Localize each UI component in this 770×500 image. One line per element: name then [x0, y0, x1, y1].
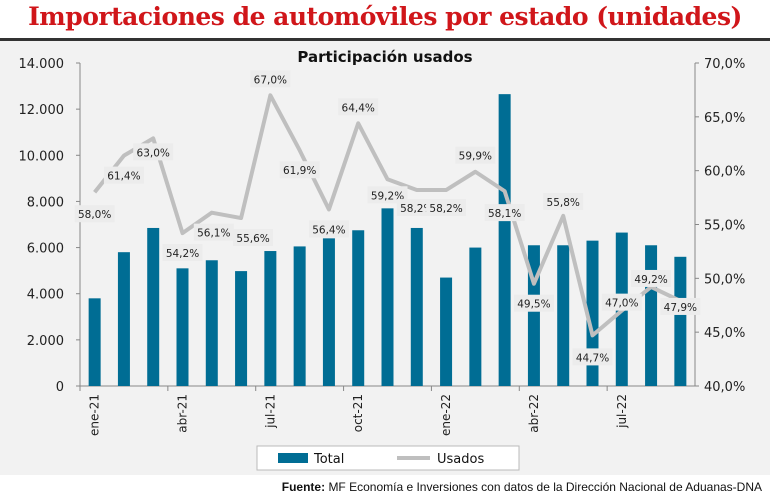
data-label: 58,2%: [400, 203, 433, 215]
source-text: MF Economía e Inversiones con datos de l…: [328, 480, 762, 494]
bar-total: [147, 227, 160, 386]
data-label-bg: [484, 204, 525, 222]
left-tick-label: 12.000: [19, 103, 65, 118]
data-label-bg: [572, 348, 613, 366]
data-label: 56,1%: [197, 228, 230, 240]
data-label-bg: [250, 70, 291, 88]
data-label: 58,0%: [78, 209, 111, 221]
bar-total: [264, 251, 277, 386]
data-label-bg: [279, 161, 320, 179]
data-label: 67,0%: [254, 74, 287, 86]
data-label: 64,4%: [342, 102, 375, 114]
x-tick-label: oct-21: [351, 394, 365, 432]
bar-total: [176, 268, 189, 386]
right-tick-label: 65,0%: [704, 111, 745, 126]
data-label: 47,9%: [664, 302, 697, 314]
data-label-bg: [631, 269, 672, 287]
data-label: 61,9%: [283, 165, 316, 177]
data-label: 55,8%: [547, 197, 580, 209]
data-label-bg: [513, 294, 554, 312]
x-tick-label: ene-22: [439, 394, 453, 436]
x-tick-label: abr-21: [176, 394, 190, 433]
bar-total: [498, 94, 511, 387]
left-tick-label: 14.000: [19, 57, 65, 72]
data-label-bg: [74, 205, 115, 223]
data-label-bg: [233, 229, 274, 247]
source-note: Fuente: MF Economía e Inversiones con da…: [282, 480, 762, 494]
right-tick-label: 50,0%: [704, 272, 745, 287]
bar-total: [557, 245, 570, 386]
data-label-bg: [455, 146, 496, 164]
data-label-bg: [543, 192, 584, 210]
data-label: 54,2%: [166, 248, 199, 260]
legend-swatch-total: [278, 453, 308, 463]
data-label: 56,4%: [312, 224, 345, 236]
left-tick-label: 8.000: [27, 195, 64, 210]
x-tick-label: ene-21: [88, 394, 102, 436]
chart-title: Participación usados: [297, 48, 472, 66]
data-label-bg: [426, 199, 467, 217]
data-label: 44,7%: [576, 352, 609, 364]
left-tick-label: 10.000: [19, 149, 65, 164]
left-tick-label: 0: [56, 380, 64, 395]
title-rule: [0, 38, 770, 41]
bar-total: [293, 246, 306, 386]
data-label: 59,9%: [459, 151, 492, 163]
x-tick-label: abr-22: [527, 394, 541, 433]
data-label: 58,2%: [429, 203, 462, 215]
right-tick-label: 45,0%: [704, 326, 745, 341]
right-tick-label: 70,0%: [704, 57, 745, 72]
source-label: Fuente:: [281, 480, 326, 494]
data-label-bg: [308, 220, 349, 238]
bar-total: [440, 277, 453, 386]
x-tick-label: jul-22: [615, 394, 629, 429]
x-tick-label: jul-21: [263, 394, 277, 429]
bar-total: [235, 271, 248, 386]
data-label-bg: [338, 98, 379, 116]
bar-total: [322, 238, 335, 386]
left-tick-label: 4.000: [27, 288, 64, 303]
data-label: 58,1%: [488, 208, 521, 220]
right-tick-label: 40,0%: [704, 380, 745, 395]
data-label-bg: [103, 166, 144, 184]
data-label-bg: [660, 297, 701, 315]
data-label-bg: [162, 244, 203, 262]
bar-total: [645, 245, 658, 386]
bar-total: [88, 298, 101, 386]
data-label-bg: [193, 223, 234, 241]
right-tick-label: 60,0%: [704, 165, 745, 180]
bar-total: [117, 252, 130, 386]
data-label: 47,0%: [605, 298, 638, 310]
bar-total: [205, 260, 218, 386]
data-label-bg: [367, 186, 408, 204]
data-label: 59,2%: [371, 190, 404, 202]
bar-total: [381, 208, 394, 386]
bar-total: [410, 227, 423, 386]
legend-label-usados: Usados: [437, 452, 484, 467]
left-tick-label: 6.000: [27, 242, 64, 257]
data-label-bg: [133, 143, 174, 161]
left-tick-label: 2.000: [27, 334, 64, 349]
data-label: 49,5%: [517, 299, 550, 311]
bar-total: [469, 247, 482, 386]
page-title: Importaciones de automóviles por estado …: [28, 2, 742, 31]
data-label-bg: [601, 293, 642, 311]
right-tick-label: 55,0%: [704, 219, 745, 234]
data-label: 49,2%: [634, 274, 667, 286]
data-label: 55,6%: [236, 233, 269, 245]
legend-label-total: Total: [313, 452, 344, 467]
data-label: 61,4%: [107, 171, 140, 183]
bar-total: [674, 256, 687, 386]
bar-total: [352, 230, 365, 386]
line-usados: [93, 93, 682, 338]
data-label: 63,0%: [137, 147, 170, 159]
